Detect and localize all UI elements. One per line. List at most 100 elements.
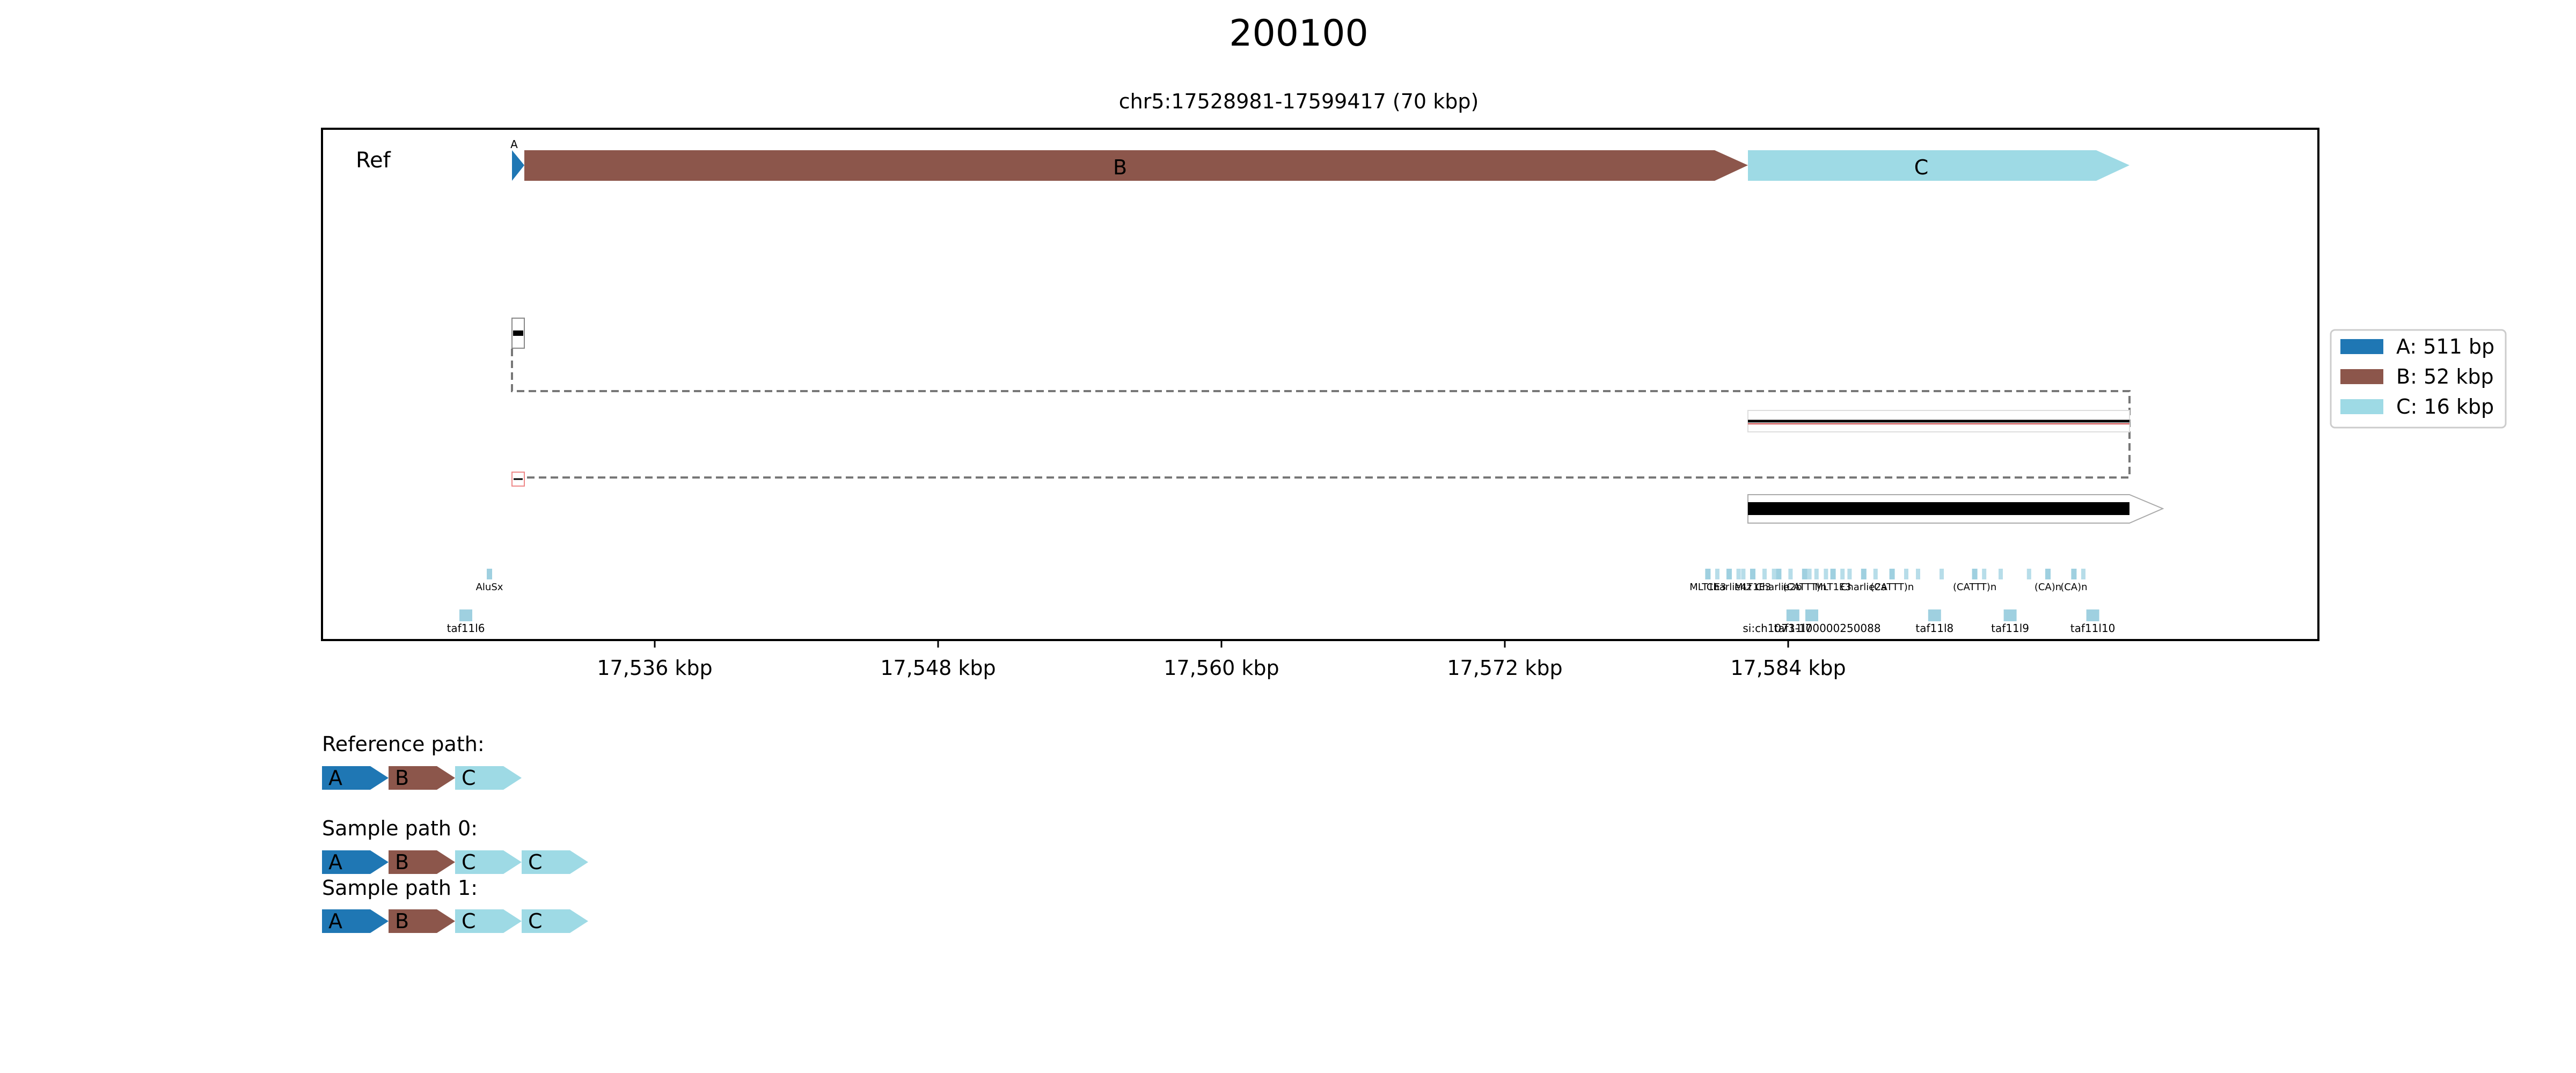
repeat-feature xyxy=(1873,569,1878,579)
alignment-links xyxy=(511,318,2164,524)
annotation-row-repeats: AluSx MLT1E3Charlie4zMLT1E3Charlie2b(CATT… xyxy=(476,569,2088,593)
repeat-feature xyxy=(1982,569,1987,579)
repeat-feature xyxy=(1772,569,1776,579)
repeat-feature-label: Charlie2b xyxy=(1755,582,1802,593)
path-segment-label: C xyxy=(462,850,476,874)
repeat-feature-label: (CATTT)n xyxy=(1783,582,1826,593)
repeat-feature-label: (CA)n xyxy=(2060,582,2087,593)
repeat-feature-label: (CATTT)n xyxy=(1870,582,1914,593)
x-tick-label: 17,548 kbp xyxy=(880,656,996,680)
path-segment-label: B xyxy=(395,850,409,874)
repeat-feature xyxy=(1776,569,1782,579)
repeat-feature-label: (CATTT)n xyxy=(1953,582,1996,593)
path-segment-a xyxy=(322,850,389,874)
repeat-feature-label: Charlie2a xyxy=(1841,582,1887,593)
path-segment-b xyxy=(389,766,455,790)
gene-feature-label: taf11l9 xyxy=(1991,622,2029,635)
repeat-feature xyxy=(1750,569,1755,579)
path-segment-label: B xyxy=(395,909,409,933)
plot-frame xyxy=(321,128,2319,641)
repeat-feature xyxy=(2081,569,2085,579)
ref-track-label: Ref xyxy=(356,148,391,173)
path-segment-label: C xyxy=(528,850,543,874)
repeat-feature-label: AluSx xyxy=(476,582,503,593)
gene-feature xyxy=(1786,609,1799,621)
repeat-feature xyxy=(1715,569,1719,579)
repeat-feature xyxy=(1847,569,1852,579)
gene-feature-label: taf11l6 xyxy=(447,622,485,635)
gene-feature xyxy=(459,609,472,621)
gene-feature xyxy=(2003,609,2017,621)
figure-subtitle: chr5:17528981-17599417 (70 kbp) xyxy=(1119,90,1479,113)
legend-swatch-c xyxy=(2340,399,2383,414)
repeat-feature xyxy=(1940,569,1944,579)
repeat-feature xyxy=(2071,569,2077,579)
legend-label-c: C: 16 kbp xyxy=(2396,395,2494,418)
gene-feature-label: si:ch1073-100000250088 xyxy=(1743,622,1880,635)
path-segment-c xyxy=(522,850,588,874)
repeat-feature-label: MLT1E3 xyxy=(1689,582,1726,593)
segment-a-arrow[interactable] xyxy=(512,150,524,181)
path-segment-label: C xyxy=(462,909,476,933)
repeat-feature xyxy=(1762,569,1767,579)
figure-title: 200100 xyxy=(1229,12,1368,55)
x-tick-label: 17,560 kbp xyxy=(1163,656,1279,680)
sample-path-1-title: Sample path 1: xyxy=(322,876,478,900)
path-segment-c xyxy=(455,766,522,790)
gene-feature-label: taf11l7 xyxy=(1774,622,1812,635)
repeat-feature xyxy=(2045,569,2051,579)
path-segment-label: B xyxy=(395,766,409,790)
legend-swatch-a xyxy=(2340,339,2383,354)
path-segment-b xyxy=(389,850,455,874)
repeat-feature-label: MLT1E3 xyxy=(1735,582,1771,593)
repeat-feature xyxy=(1861,569,1867,579)
x-tick-label: 17,536 kbp xyxy=(597,656,712,680)
repeat-feature xyxy=(1802,569,1807,579)
path-segment-a xyxy=(322,766,389,790)
repeat-feature xyxy=(1830,569,1836,579)
alignment-bar-c2 xyxy=(1748,502,2129,515)
dashed-link-upper xyxy=(511,349,2131,479)
repeat-feature xyxy=(1788,569,1793,579)
gene-feature xyxy=(1805,609,1818,621)
repeat-feature-label: Charlie4z xyxy=(1707,582,1752,593)
repeat-feature xyxy=(1840,569,1845,579)
segment-c-arrow[interactable] xyxy=(1748,150,2129,181)
reference-path: A B C xyxy=(322,766,522,790)
path-segment-c xyxy=(522,909,588,933)
x-axis: 17,536 kbp 17,548 kbp 17,560 kbp 17,572 kbp… xyxy=(597,640,1846,680)
legend-label-b: B: 52 kbp xyxy=(2396,365,2494,388)
gene-feature-label: taf11l10 xyxy=(2070,622,2116,635)
ref-track: A B C xyxy=(510,138,2129,181)
gene-feature xyxy=(1928,609,1941,621)
path-segment-label: C xyxy=(462,766,476,790)
path-segment-label: A xyxy=(328,766,342,790)
path-segment-c xyxy=(455,850,522,874)
path-segment-label: A xyxy=(328,850,342,874)
gene-feature-label: taf11l8 xyxy=(1915,622,1953,635)
repeat-feature xyxy=(1807,569,1812,579)
legend: A: 511 bp B: 52 kbp C: 16 kbp xyxy=(2330,329,2507,429)
repeat-feature xyxy=(487,569,492,579)
segment-b-arrow[interactable] xyxy=(524,150,1748,181)
repeat-feature xyxy=(1814,569,1819,579)
segment-c-label: C xyxy=(1914,156,1929,179)
repeat-feature xyxy=(1889,569,1895,579)
repeat-feature xyxy=(1824,569,1828,579)
repeat-feature xyxy=(1741,569,1746,579)
repeat-feature-label: (CA)n xyxy=(2035,582,2061,593)
repeat-feature xyxy=(1972,569,1978,579)
repeat-feature xyxy=(2026,569,2031,579)
repeat-feature-label: MLT1E3 xyxy=(1814,582,1851,593)
segment-b-label: B xyxy=(1113,156,1127,179)
legend-swatch-b xyxy=(2340,369,2383,384)
reference-path-title: Reference path: xyxy=(322,732,485,756)
path-segment-a xyxy=(322,909,389,933)
sample-path-0-title: Sample path 0: xyxy=(322,817,478,840)
repeat-feature xyxy=(1999,569,2003,579)
